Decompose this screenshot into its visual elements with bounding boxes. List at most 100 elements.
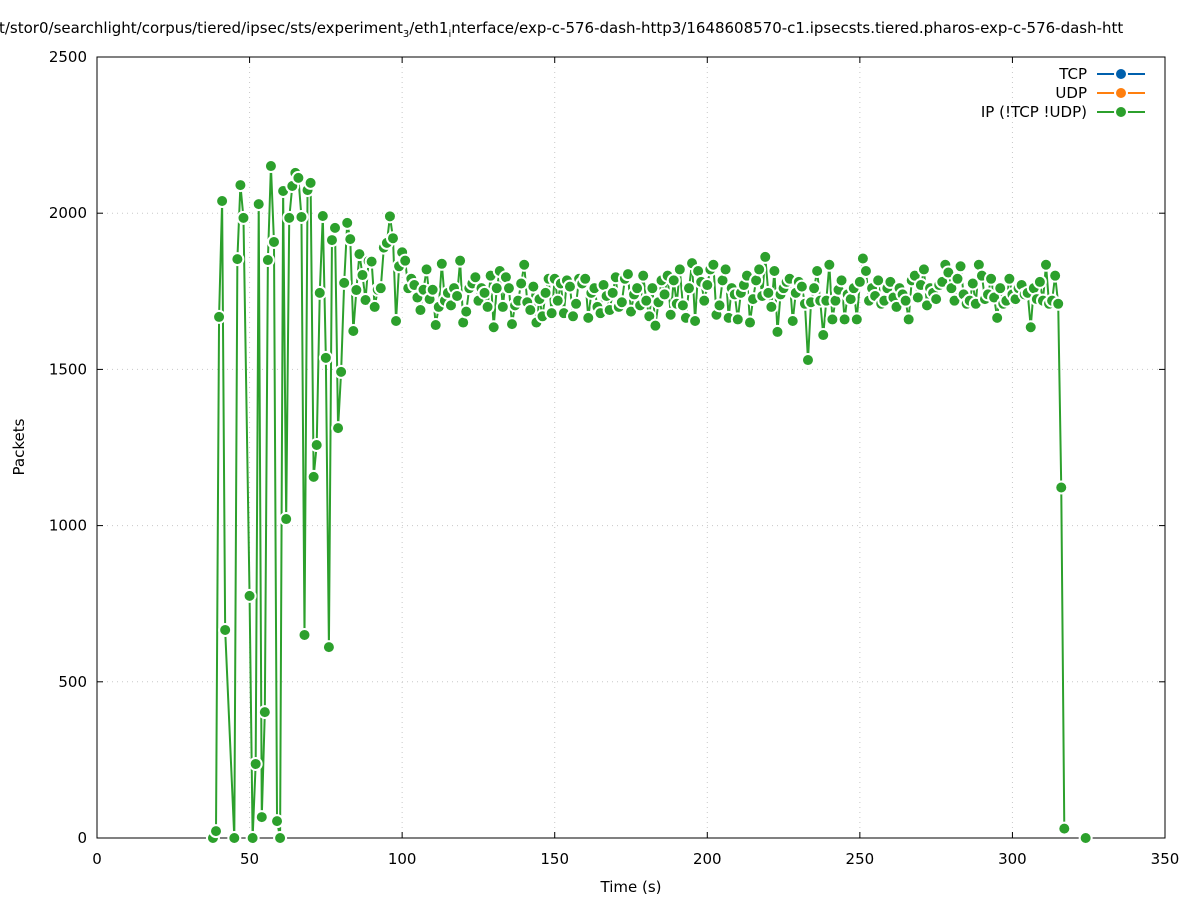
data-point bbox=[215, 194, 230, 209]
data-point bbox=[620, 267, 635, 282]
data-point bbox=[581, 310, 596, 325]
data-point bbox=[340, 215, 355, 230]
data-point bbox=[266, 234, 281, 249]
data-point bbox=[636, 268, 651, 283]
data-point bbox=[501, 281, 516, 296]
data-point bbox=[245, 831, 260, 845]
data-point bbox=[273, 831, 288, 845]
data-point bbox=[349, 283, 364, 298]
data-point bbox=[901, 312, 916, 327]
data-point bbox=[294, 209, 309, 224]
legend-label: UDP bbox=[1055, 84, 1087, 102]
data-point bbox=[526, 279, 541, 294]
data-point bbox=[752, 262, 767, 277]
data-point bbox=[489, 281, 504, 296]
data-point bbox=[343, 232, 358, 247]
data-point bbox=[965, 276, 980, 291]
data-point bbox=[352, 247, 367, 262]
data-point bbox=[367, 299, 382, 314]
data-point bbox=[1054, 480, 1069, 495]
plot-series bbox=[205, 159, 1093, 845]
data-point bbox=[358, 293, 373, 308]
data-point bbox=[230, 252, 245, 267]
data-point bbox=[309, 438, 324, 453]
data-point bbox=[419, 262, 434, 277]
data-point bbox=[700, 278, 715, 293]
data-point bbox=[794, 279, 809, 294]
title-part: /eth1 bbox=[409, 19, 449, 37]
data-point bbox=[450, 288, 465, 303]
data-point bbox=[1038, 257, 1053, 272]
data-point bbox=[315, 209, 330, 224]
data-point bbox=[855, 251, 870, 266]
data-point bbox=[648, 318, 663, 333]
data-point bbox=[523, 303, 538, 318]
data-point bbox=[984, 271, 999, 286]
data-point bbox=[837, 312, 852, 327]
title-subscript: 3 bbox=[402, 29, 410, 40]
data-point bbox=[514, 276, 529, 291]
data-point bbox=[764, 299, 779, 314]
legend-label: TCP bbox=[1058, 65, 1087, 83]
data-point bbox=[233, 178, 248, 193]
data-point bbox=[569, 296, 584, 311]
x-tick-label: 100 bbox=[388, 850, 417, 868]
data-point bbox=[398, 253, 413, 268]
data-point bbox=[312, 285, 327, 300]
data-point bbox=[807, 281, 822, 296]
chart-title: t/stor0/searchlight/corpus/tiered/ipsec/… bbox=[0, 19, 1123, 40]
data-point bbox=[910, 290, 925, 305]
data-point bbox=[657, 287, 672, 302]
data-point bbox=[279, 512, 294, 527]
data-point bbox=[291, 170, 306, 185]
data-point bbox=[758, 249, 773, 264]
data-point bbox=[504, 317, 519, 332]
data-point bbox=[260, 253, 275, 268]
data-point bbox=[382, 209, 397, 224]
data-point bbox=[468, 270, 483, 285]
x-tick-label: 50 bbox=[240, 850, 259, 868]
data-point bbox=[270, 814, 285, 829]
data-point bbox=[639, 293, 654, 308]
data-point bbox=[630, 281, 645, 296]
data-point bbox=[785, 313, 800, 328]
y-axis-label: Packets bbox=[10, 418, 28, 475]
data-point bbox=[328, 220, 343, 235]
y-tick-label: 1000 bbox=[49, 517, 87, 535]
data-point bbox=[212, 309, 227, 324]
data-point bbox=[929, 292, 944, 307]
data-point bbox=[1057, 821, 1072, 836]
title-subscript: i bbox=[448, 29, 452, 40]
data-point bbox=[227, 831, 242, 845]
data-point bbox=[385, 231, 400, 246]
data-point bbox=[248, 756, 263, 771]
data-point bbox=[712, 298, 727, 313]
y-tick-label: 0 bbox=[77, 829, 87, 847]
data-point bbox=[770, 324, 785, 339]
data-point bbox=[434, 256, 449, 271]
data-point bbox=[1051, 296, 1066, 311]
data-point bbox=[425, 282, 440, 297]
data-point bbox=[477, 285, 492, 300]
data-point bbox=[858, 263, 873, 278]
data-point bbox=[413, 303, 428, 318]
data-point bbox=[517, 257, 532, 272]
data-point bbox=[257, 705, 272, 720]
data-point bbox=[318, 350, 333, 365]
data-point bbox=[614, 295, 629, 310]
data-point bbox=[953, 259, 968, 274]
data-point bbox=[495, 299, 510, 314]
data-point bbox=[697, 293, 712, 308]
data-point bbox=[645, 281, 660, 296]
data-point bbox=[346, 323, 361, 338]
data-point bbox=[538, 285, 553, 300]
data-point bbox=[428, 318, 443, 333]
data-point bbox=[578, 271, 593, 286]
data-point bbox=[209, 824, 224, 839]
x-tick-label: 250 bbox=[846, 850, 875, 868]
data-point bbox=[950, 271, 965, 286]
legend-label: IP (!TCP !UDP) bbox=[981, 103, 1087, 121]
data-point bbox=[544, 306, 559, 321]
y-tick-label: 500 bbox=[58, 673, 87, 691]
